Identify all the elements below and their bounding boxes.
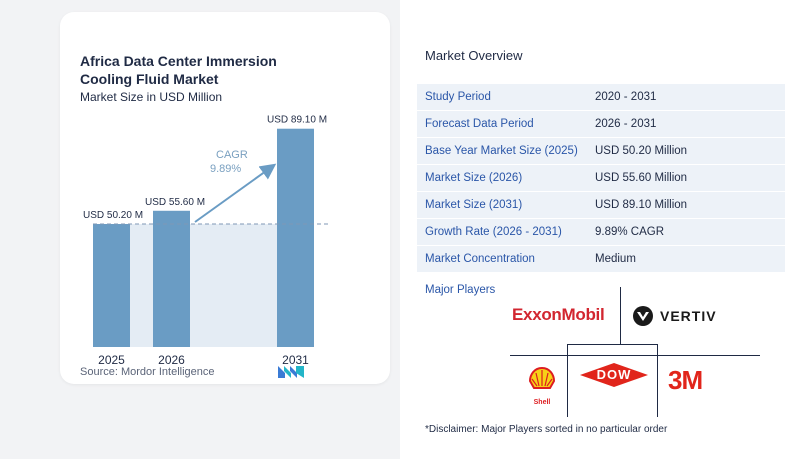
mordor-logo-icon <box>278 366 304 378</box>
x-tick-label: 2025 <box>98 353 125 367</box>
row-label: Study Period <box>425 91 491 103</box>
cagr-arrow <box>194 163 277 223</box>
vertiv-mark-icon <box>633 306 653 326</box>
divider <box>657 344 658 417</box>
row-value: 2026 - 2031 <box>595 118 657 130</box>
market-overview-title: Market Overview <box>425 48 523 63</box>
x-tick-label: 2031 <box>282 353 309 367</box>
dow-diamond-icon <box>580 363 648 387</box>
divider <box>567 344 657 345</box>
table-row: Market Concentration Medium <box>417 246 785 273</box>
row-value: Medium <box>595 253 636 265</box>
divider <box>620 287 621 344</box>
table-row: Base Year Market Size (2025) USD 50.20 M… <box>417 138 785 165</box>
disclaimer-text: *Disclaimer: Major Players sorted in no … <box>425 424 668 435</box>
row-value: USD 89.10 Million <box>595 199 688 211</box>
vertiv-text: VERTIV <box>660 308 717 324</box>
row-label: Market Size (2026) <box>425 172 523 184</box>
overview-table: Study Period 2020 - 2031 Forecast Data P… <box>417 84 785 273</box>
bar <box>277 128 314 347</box>
divider <box>567 344 568 417</box>
dow-logo: DOW <box>580 363 648 392</box>
shell-text: Shell <box>533 399 551 406</box>
row-value: USD 50.20 Million <box>595 145 688 157</box>
table-row: Study Period 2020 - 2031 <box>417 84 785 111</box>
chart-title: Africa Data Center Immersion Cooling Flu… <box>80 53 277 87</box>
vertiv-logo: VERTIV <box>632 305 717 327</box>
divider <box>510 355 760 356</box>
data-label: USD 55.60 M <box>145 197 205 208</box>
table-row: Market Size (2026) USD 55.60 Million <box>417 165 785 192</box>
chart-subtitle: Market Size in USD Million <box>80 90 223 104</box>
cagr-label: CAGR <box>216 149 248 161</box>
major-players-grid: ExxonMobil VERTIV Shell DOW 3M <box>510 287 760 417</box>
table-row: Market Size (2031) USD 89.10 Million <box>417 192 785 219</box>
exxonmobil-logo: ExxonMobil <box>512 305 605 324</box>
row-value: USD 55.60 Million <box>595 172 688 184</box>
bar <box>153 210 190 347</box>
dow-text: DOW <box>596 367 632 382</box>
x-tick-label: 2026 <box>158 353 185 367</box>
row-label: Growth Rate (2026 - 2031) <box>425 226 562 238</box>
major-players-title: Major Players <box>425 284 496 296</box>
cagr-value: 9.89% <box>210 163 241 175</box>
data-label: USD 89.10 M <box>267 115 327 126</box>
row-label: Base Year Market Size (2025) <box>425 145 578 157</box>
row-label: Forecast Data Period <box>425 118 534 130</box>
bar <box>93 224 130 347</box>
row-value: 2020 - 2031 <box>595 91 657 103</box>
overview-panel: Market Overview Study Period 2020 - 2031… <box>400 0 800 459</box>
table-row: Growth Rate (2026 - 2031) 9.89% CAGR <box>417 219 785 246</box>
table-row: Forecast Data Period 2026 - 2031 <box>417 111 785 138</box>
row-value: 9.89% CAGR <box>595 226 665 238</box>
shell-pecten-icon <box>528 366 556 389</box>
chart-card: Africa Data Center Immersion Cooling Flu… <box>60 12 390 384</box>
row-label: Market Concentration <box>425 253 535 265</box>
row-label: Market Size (2031) <box>425 199 523 211</box>
source-text: Source: Mordor Intelligence <box>80 366 215 378</box>
shell-logo: Shell <box>528 366 556 406</box>
3m-logo: 3M <box>668 365 703 395</box>
data-label: USD 50.20 M <box>83 210 143 221</box>
